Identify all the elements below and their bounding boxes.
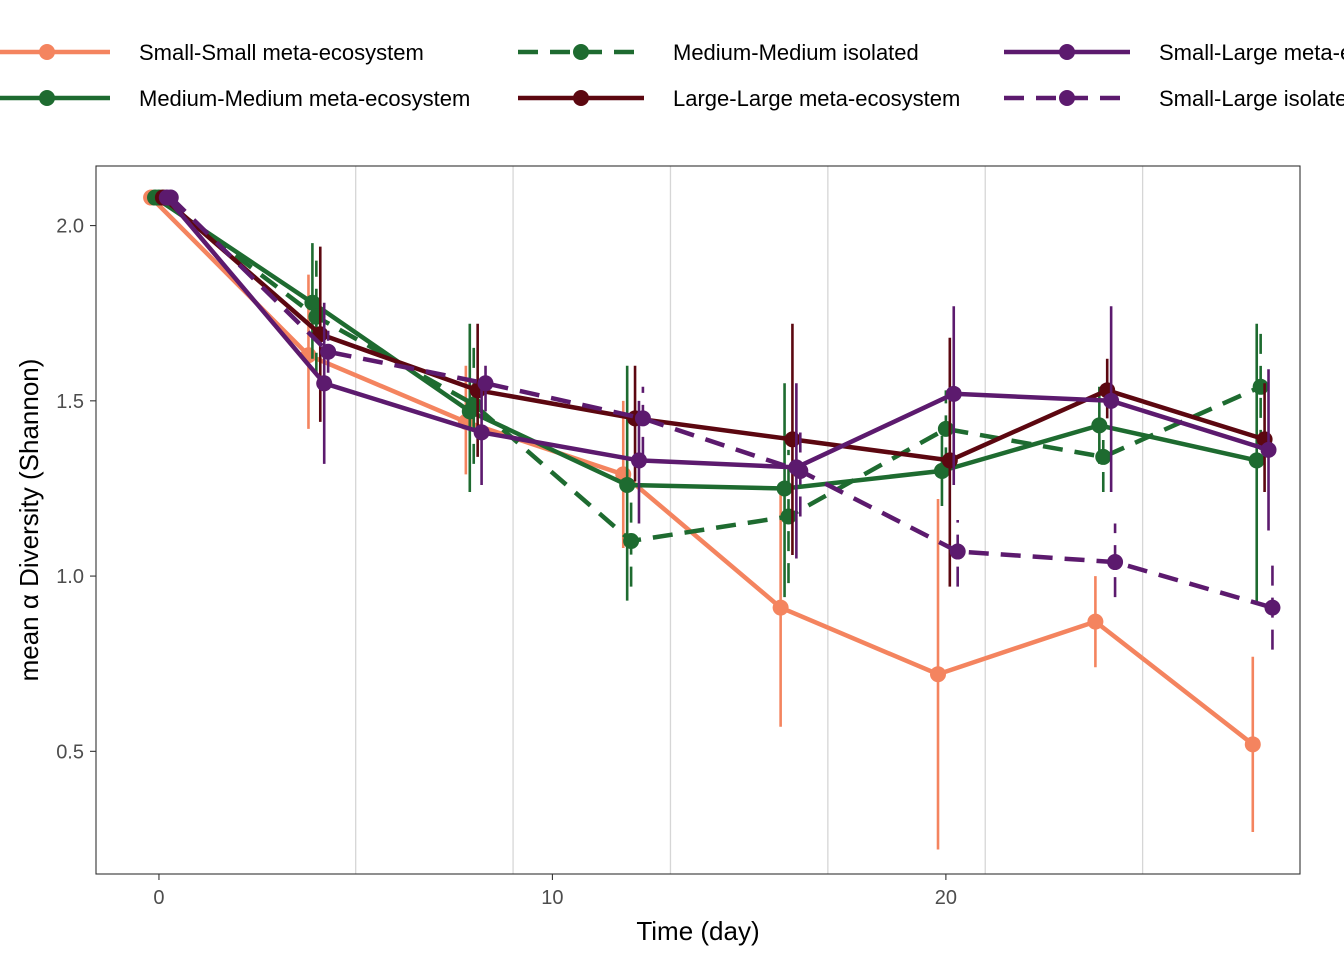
- legend-label: Large-Large meta-ecosystem: [673, 86, 960, 111]
- data-point: [619, 476, 636, 493]
- legend-label: Small-Large meta-ecosystem: [1159, 40, 1344, 65]
- data-point: [308, 308, 325, 325]
- data-point: [1260, 441, 1277, 458]
- data-point: [634, 410, 651, 427]
- data-point: [1087, 613, 1104, 630]
- data-point: [465, 396, 482, 413]
- legend-label: Small-Large isolated: [1159, 86, 1344, 111]
- x-axis-label: Time (day): [636, 916, 759, 946]
- series-line: [165, 196, 1270, 470]
- series-layer: [143, 189, 1281, 850]
- legend-item: Small-Large meta-ecosystem: [1004, 40, 1344, 65]
- legend-label: Small-Small meta-ecosystem: [139, 40, 424, 65]
- legend-item: Medium-Medium meta-ecosystem: [0, 86, 470, 111]
- y-axis-label: mean α Diversity (Shannon): [14, 359, 44, 682]
- series-group: [158, 189, 1277, 559]
- legend-item: Large-Large meta-ecosystem: [518, 86, 960, 111]
- plot-panel: [96, 166, 1300, 874]
- legend-label: Medium-Medium meta-ecosystem: [139, 86, 470, 111]
- data-point: [304, 294, 321, 311]
- x-tick-label: 10: [541, 887, 563, 909]
- x-tick-label: 0: [153, 887, 164, 909]
- data-point: [162, 189, 179, 206]
- data-point: [1264, 599, 1281, 616]
- plot-border: [95, 165, 1301, 875]
- y-tick-label: 1.5: [56, 391, 84, 413]
- x-tick-label: 20: [935, 887, 957, 909]
- series-line: [153, 195, 1258, 491]
- legend-key-point: [1059, 44, 1075, 60]
- data-point: [1252, 378, 1269, 395]
- y-tick-label: 1.0: [56, 566, 84, 588]
- data-point: [1107, 554, 1124, 571]
- data-point: [792, 462, 809, 479]
- data-point: [784, 431, 801, 448]
- grid: [355, 166, 1144, 874]
- data-point: [949, 543, 966, 560]
- data-point: [1091, 417, 1108, 434]
- series-line: [157, 195, 1262, 544]
- data-point: [772, 599, 789, 616]
- data-point: [776, 480, 793, 497]
- legend-label: Medium-Medium isolated: [673, 40, 919, 65]
- legend-key-point: [1059, 90, 1075, 106]
- data-point: [937, 420, 954, 437]
- data-point: [320, 343, 337, 360]
- data-point: [1103, 392, 1120, 409]
- legend: Small-Small meta-ecosystem Medium-Medium …: [0, 40, 1344, 111]
- data-point: [945, 385, 962, 402]
- data-point: [780, 508, 797, 525]
- data-point: [630, 452, 647, 469]
- data-point: [1095, 448, 1112, 465]
- data-point: [316, 375, 333, 392]
- series-group: [162, 189, 1281, 650]
- legend-key-point: [573, 44, 589, 60]
- series-line: [149, 195, 1255, 747]
- legend-key-point: [39, 44, 55, 60]
- y-tick-label: 2.0: [56, 216, 84, 238]
- y-tick-label: 0.5: [56, 741, 84, 763]
- legend-item: Small-Large isolated: [1004, 86, 1344, 111]
- legend-key-point: [39, 90, 55, 106]
- data-point: [1244, 736, 1261, 753]
- legend-item: Medium-Medium isolated: [518, 40, 919, 65]
- legend-item: Small-Small meta-ecosystem: [0, 40, 424, 65]
- legend-key-point: [573, 90, 589, 106]
- data-point: [623, 533, 640, 550]
- y-axis: 0.5 1.0 1.5 2.0: [56, 216, 96, 763]
- series-line: [161, 195, 1266, 463]
- series-line: [169, 195, 1274, 610]
- data-point: [477, 375, 494, 392]
- x-axis: 0 10 20: [153, 874, 957, 909]
- data-point: [1248, 452, 1265, 469]
- data-point: [473, 424, 490, 441]
- data-point: [930, 666, 947, 683]
- data-point: [941, 452, 958, 469]
